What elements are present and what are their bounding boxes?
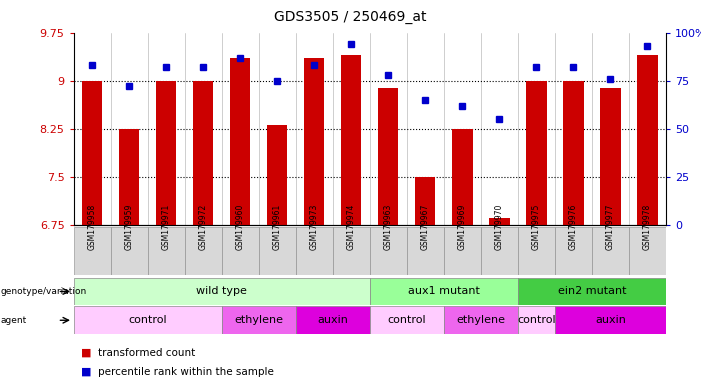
Bar — [592, 227, 629, 275]
Bar — [370, 306, 444, 334]
Text: GSM179963: GSM179963 — [383, 203, 393, 250]
Bar — [370, 278, 518, 305]
Bar — [230, 58, 250, 225]
Text: wild type: wild type — [196, 286, 247, 296]
Text: ein2 mutant: ein2 mutant — [558, 286, 626, 296]
Bar — [74, 227, 111, 275]
Text: aux1 mutant: aux1 mutant — [408, 286, 479, 296]
Text: transformed count: transformed count — [98, 348, 196, 358]
Bar — [407, 227, 444, 275]
Bar — [296, 306, 370, 334]
Bar — [111, 227, 148, 275]
Bar — [184, 227, 222, 275]
Bar — [259, 227, 296, 275]
Bar — [82, 81, 102, 225]
Bar — [296, 227, 333, 275]
Text: GDS3505 / 250469_at: GDS3505 / 250469_at — [274, 10, 427, 23]
Bar — [555, 227, 592, 275]
Bar — [489, 218, 510, 225]
Text: GSM179978: GSM179978 — [643, 204, 652, 250]
Bar — [518, 306, 555, 334]
Bar — [304, 58, 325, 225]
Bar — [148, 227, 184, 275]
Bar — [341, 55, 362, 225]
Text: GSM179970: GSM179970 — [495, 203, 504, 250]
Text: genotype/variation: genotype/variation — [1, 287, 87, 296]
Text: GSM179961: GSM179961 — [273, 204, 282, 250]
Text: control: control — [128, 315, 167, 325]
Bar — [481, 227, 518, 275]
Bar — [222, 227, 259, 275]
Text: agent: agent — [1, 316, 27, 325]
Bar — [74, 306, 222, 334]
Text: GSM179977: GSM179977 — [606, 203, 615, 250]
Text: GSM179959: GSM179959 — [125, 203, 134, 250]
Text: GSM179958: GSM179958 — [88, 204, 97, 250]
Text: GSM179976: GSM179976 — [569, 203, 578, 250]
Text: GSM179971: GSM179971 — [162, 204, 170, 250]
Text: GSM179973: GSM179973 — [310, 203, 319, 250]
Text: GSM179975: GSM179975 — [532, 203, 541, 250]
Bar — [119, 129, 139, 225]
Bar — [444, 227, 481, 275]
Bar — [526, 81, 547, 225]
Bar — [74, 278, 370, 305]
Bar — [415, 177, 435, 225]
Bar — [370, 227, 407, 275]
Text: GSM179972: GSM179972 — [198, 204, 207, 250]
Bar — [600, 88, 620, 225]
Bar — [452, 129, 472, 225]
Bar — [637, 55, 658, 225]
Bar — [518, 227, 555, 275]
Bar — [444, 306, 518, 334]
Text: GSM179967: GSM179967 — [421, 203, 430, 250]
Bar — [222, 306, 296, 334]
Text: control: control — [517, 315, 556, 325]
Bar — [193, 81, 213, 225]
Text: GSM179960: GSM179960 — [236, 203, 245, 250]
Text: GSM179974: GSM179974 — [347, 203, 356, 250]
Text: percentile rank within the sample: percentile rank within the sample — [98, 367, 274, 377]
Text: control: control — [388, 315, 426, 325]
Text: ethylene: ethylene — [456, 315, 505, 325]
Bar — [156, 81, 177, 225]
Bar — [267, 126, 287, 225]
Bar — [563, 81, 583, 225]
Text: GSM179969: GSM179969 — [458, 203, 467, 250]
Bar — [555, 306, 666, 334]
Text: auxin: auxin — [318, 315, 348, 325]
Bar — [333, 227, 370, 275]
Bar — [378, 88, 398, 225]
Text: auxin: auxin — [595, 315, 626, 325]
Text: ■: ■ — [81, 348, 91, 358]
Bar — [629, 227, 666, 275]
Text: ■: ■ — [81, 367, 91, 377]
Text: ethylene: ethylene — [234, 315, 283, 325]
Bar — [518, 278, 666, 305]
